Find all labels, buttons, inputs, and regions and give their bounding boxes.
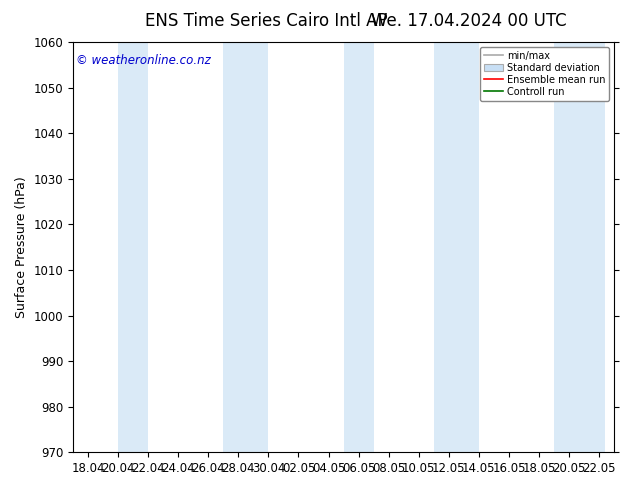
Text: We. 17.04.2024 00 UTC: We. 17.04.2024 00 UTC [372, 12, 567, 30]
Bar [344, 42, 373, 452]
Text: ENS Time Series Cairo Intl AP: ENS Time Series Cairo Intl AP [145, 12, 387, 30]
Text: © weatheronline.co.nz: © weatheronline.co.nz [75, 54, 210, 67]
Bar [434, 42, 479, 452]
Y-axis label: Surface Pressure (hPa): Surface Pressure (hPa) [15, 176, 28, 318]
Bar [118, 42, 148, 452]
Legend: min/max, Standard deviation, Ensemble mean run, Controll run: min/max, Standard deviation, Ensemble me… [480, 47, 609, 100]
Bar [223, 42, 268, 452]
Bar [554, 42, 605, 452]
